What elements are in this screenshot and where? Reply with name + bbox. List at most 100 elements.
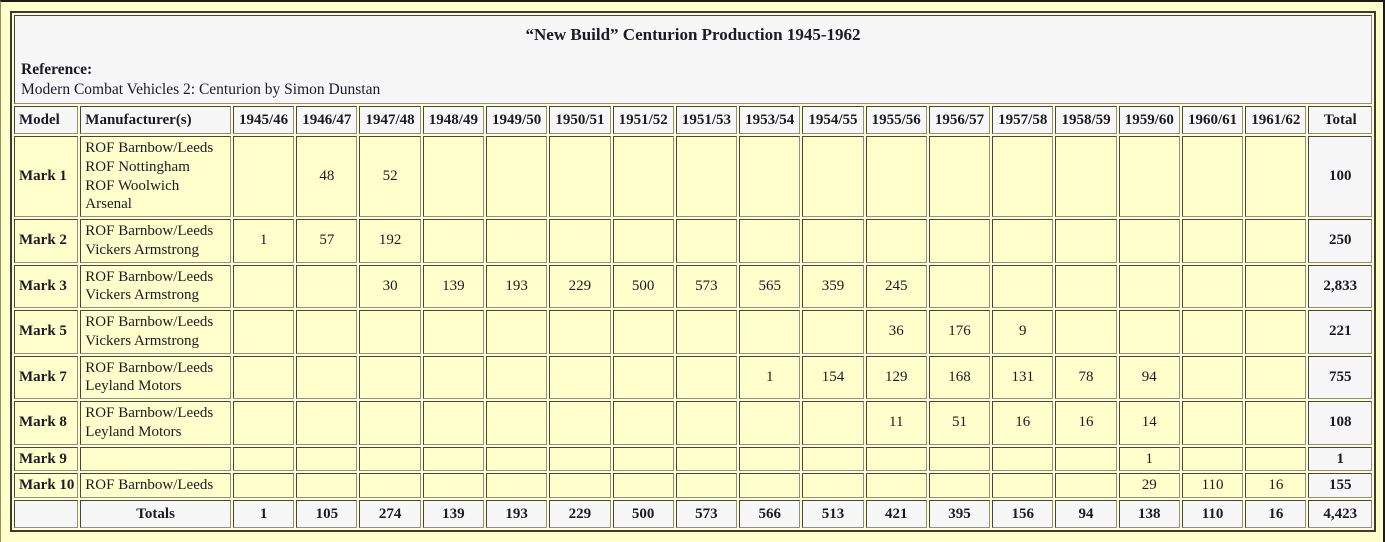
model-cell: Mark 5	[14, 310, 79, 354]
column-header: 1948/49	[422, 106, 484, 134]
value-cell	[1181, 264, 1244, 308]
value-cell	[992, 219, 1054, 263]
value-cell	[549, 310, 611, 354]
value-cell: 1	[232, 219, 295, 263]
value-cell	[486, 355, 548, 399]
value-cell	[802, 446, 864, 472]
column-total-cell: 94	[1055, 500, 1117, 528]
manufacturer-cell: ROF Barnbow/Leeds Vickers Armstrong	[80, 310, 231, 354]
value-cell: 29	[1118, 473, 1180, 498]
manufacturer-name: Vickers Armstrong	[85, 287, 199, 304]
value-cell	[675, 446, 738, 472]
column-header: 1950/51	[549, 106, 611, 134]
value-cell	[1181, 219, 1244, 263]
value-cell: 192	[359, 219, 421, 263]
manufacturer-name: ROF Barnbow/Leeds	[85, 223, 214, 239]
value-cell	[1055, 264, 1117, 308]
value-cell	[802, 401, 864, 445]
column-header: 1960/61	[1181, 106, 1244, 134]
row-total-cell: 1	[1308, 446, 1372, 472]
value-cell	[1055, 136, 1117, 217]
value-cell: 193	[486, 264, 548, 308]
value-cell	[422, 219, 484, 263]
value-cell	[486, 136, 548, 217]
table-row: Mark 8 ROF Barnbow/Leeds Leyland Motors 11 5…	[14, 401, 1372, 445]
value-cell	[1055, 310, 1117, 354]
manufacturer-name: Vickers Armstrong	[85, 241, 199, 258]
manufacturer-name: Leyland Motors	[85, 423, 182, 440]
value-cell	[422, 473, 484, 498]
value-cell	[1181, 136, 1244, 217]
value-cell	[1245, 264, 1307, 308]
value-cell	[612, 355, 674, 399]
column-total-cell: 156	[992, 500, 1054, 528]
column-total-cell: 573	[675, 500, 738, 528]
manufacturer-cell: ROF Barnbow/Leeds Vickers Armstrong	[80, 219, 231, 263]
value-cell: 131	[992, 355, 1054, 399]
value-cell: 168	[928, 355, 991, 399]
value-cell	[675, 136, 738, 217]
value-cell	[612, 219, 674, 263]
value-cell	[232, 310, 295, 354]
value-cell	[992, 264, 1054, 308]
row-total-cell: 221	[1308, 310, 1372, 354]
reference-text: Modern Combat Vehicles 2: Centurion by S…	[21, 80, 381, 98]
value-cell	[1055, 473, 1117, 498]
manufacturer-cell: ROF Barnbow/Leeds	[80, 473, 231, 498]
value-cell: 36	[865, 310, 927, 354]
column-total-cell: 110	[1181, 500, 1244, 528]
value-cell	[359, 401, 421, 445]
column-header: 1951/52	[612, 106, 674, 134]
column-header: Manufacturer(s)	[80, 106, 231, 134]
model-cell: Mark 3	[14, 264, 79, 308]
column-total-cell: 1	[232, 500, 295, 528]
manufacturer-name: ROF Barnbow/Leeds	[85, 359, 214, 376]
row-total-cell: 155	[1308, 473, 1372, 498]
model-cell: Mark 2	[14, 219, 79, 263]
value-cell	[739, 446, 801, 472]
title-row: “New Build” Centurion Production 1945-19…	[14, 15, 1372, 104]
model-cell: Mark 1	[14, 136, 79, 217]
manufacturer-name: ROF Barnbow/Leeds	[85, 477, 214, 494]
value-cell	[1118, 219, 1180, 263]
table-row: Mark 9 1 1	[14, 446, 1372, 472]
column-header: 1961/62	[1245, 106, 1307, 134]
column-header: 1945/46	[232, 106, 295, 134]
row-total-cell: 755	[1308, 355, 1372, 399]
value-cell	[739, 401, 801, 445]
column-header: 1953/54	[739, 106, 801, 134]
value-cell	[296, 310, 358, 354]
manufacturer-cell: ROF Barnbow/Leeds ROF Nottingham ROF Woolw…	[80, 136, 231, 217]
value-cell	[928, 446, 991, 472]
value-cell	[232, 473, 295, 498]
page-title: “New Build” Centurion Production 1945-19…	[525, 25, 861, 44]
value-cell	[296, 401, 358, 445]
value-cell	[486, 401, 548, 445]
table-row: Mark 3 ROF Barnbow/Leeds Vickers Armstrong…	[14, 264, 1372, 308]
row-total-cell: 100	[1308, 136, 1372, 217]
value-cell	[1245, 136, 1307, 217]
value-cell	[675, 473, 738, 498]
value-cell	[549, 401, 611, 445]
value-cell	[232, 264, 295, 308]
value-cell	[232, 136, 295, 217]
value-cell	[612, 473, 674, 498]
value-cell	[549, 473, 611, 498]
value-cell	[1245, 401, 1307, 445]
value-cell	[422, 446, 484, 472]
value-cell	[1181, 401, 1244, 445]
value-cell: 500	[612, 264, 674, 308]
value-cell	[549, 136, 611, 217]
value-cell	[549, 446, 611, 472]
grand-total-cell: 4,423	[1308, 500, 1372, 528]
column-header: 1955/56	[865, 106, 927, 134]
value-cell	[359, 310, 421, 354]
value-cell: 78	[1055, 355, 1117, 399]
value-cell	[612, 401, 674, 445]
value-cell	[486, 219, 548, 263]
value-cell	[802, 136, 864, 217]
title-cell: “New Build” Centurion Production 1945-19…	[14, 15, 1372, 104]
manufacturer-cell: ROF Barnbow/Leeds Vickers Armstrong	[80, 264, 231, 308]
value-cell: 9	[992, 310, 1054, 354]
value-cell	[802, 473, 864, 498]
